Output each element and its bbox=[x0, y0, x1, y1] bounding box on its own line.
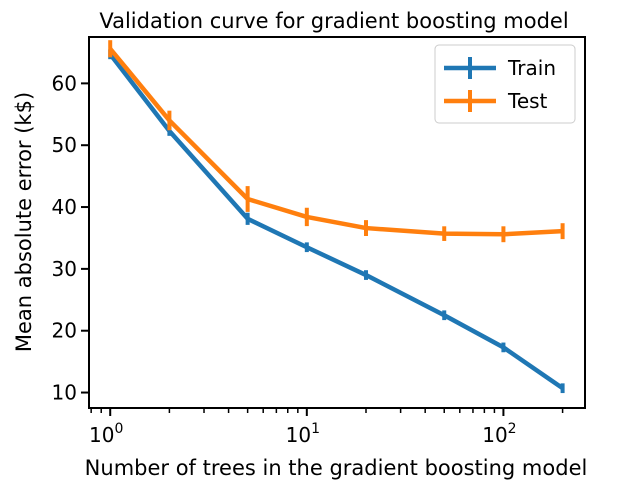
legend: Train Test bbox=[434, 44, 576, 124]
y-tick-label-1: 20 bbox=[52, 319, 77, 343]
legend-label-test: Test bbox=[507, 89, 548, 113]
y-tick-label-2: 30 bbox=[52, 257, 77, 281]
plot-frame bbox=[88, 36, 586, 409]
series-train bbox=[108, 49, 565, 394]
y-tick-label-5: 60 bbox=[52, 71, 77, 95]
series-line-train bbox=[108, 52, 564, 391]
series-layer bbox=[108, 40, 565, 394]
legend-item-test: Test bbox=[444, 89, 548, 113]
ticks-layer: 10 20 30 40 50 60 100 101 102 bbox=[52, 71, 564, 447]
y-tick-label-4: 50 bbox=[52, 133, 77, 157]
legend-label-train: Train bbox=[507, 56, 556, 80]
legend-item-train: Train bbox=[444, 56, 556, 80]
series-test bbox=[108, 40, 565, 243]
series-line-test bbox=[108, 47, 563, 237]
x-tick-label-0: 100 bbox=[89, 421, 123, 447]
x-tick-label-1: 101 bbox=[286, 421, 320, 447]
y-tick-label-0: 10 bbox=[52, 381, 77, 405]
legend-items: Train Test bbox=[444, 56, 556, 113]
x-axis-label: Number of trees in the gradient boosting… bbox=[85, 456, 588, 480]
x-tick-label-2: 102 bbox=[482, 421, 516, 447]
chart-title: Validation curve for gradient boosting m… bbox=[99, 9, 568, 33]
y-axis-label: Mean absolute error (k$) bbox=[12, 92, 36, 352]
y-tick-label-3: 40 bbox=[52, 195, 77, 219]
